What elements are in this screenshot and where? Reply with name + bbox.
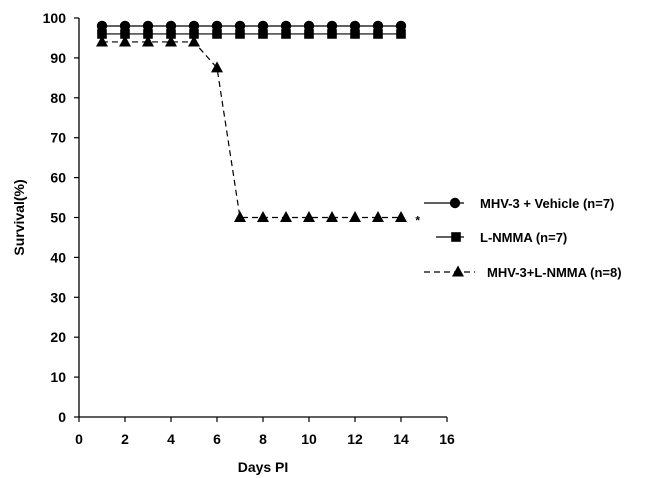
data-point [119,35,131,47]
y-tick-label: 10 [50,369,66,385]
x-tick-label: 10 [301,431,317,447]
legend-item: MHV-3 + Vehicle (n=7) [424,196,614,211]
x-axis-title: Days PI [238,459,289,475]
data-point [326,211,338,222]
data-point [120,29,130,39]
series-triangle [96,35,407,222]
data-point [97,29,107,39]
x-tick-label: 14 [393,431,409,447]
data-point [142,35,154,47]
data-point [188,35,200,47]
data-point [350,29,360,39]
x-tick-label: 8 [259,431,267,447]
data-point [189,29,199,39]
y-tick-label: 20 [50,329,66,345]
legend-item: MHV-3+L-NMMA (n=8) [424,265,622,280]
series-circle [96,20,407,32]
y-tick-label: 50 [50,210,66,226]
data-point [349,211,361,222]
annotations: * [415,214,420,228]
legend-marker [449,197,461,209]
x-tick-label: 12 [347,431,363,447]
y-tick-label: 100 [43,10,67,26]
data-point [166,29,176,39]
data-point [280,211,292,222]
data-point [258,29,268,39]
legend-label: L-NMMA (n=7) [480,230,567,245]
data-point [395,211,407,222]
data-point [257,211,269,222]
data-point [257,20,269,32]
legend: MHV-3 + Vehicle (n=7) L-NMMA (n=7) MHV-3+L… [424,196,622,280]
data-point [395,20,407,32]
y-tick-label: 60 [50,170,66,186]
data-point [303,211,315,222]
data-point [142,20,154,32]
y-tick-label: 40 [50,249,66,265]
x-tick-label: 2 [121,431,129,447]
data-point [165,35,177,47]
x-tick-label: 16 [439,431,455,447]
data-point [327,29,337,39]
data-point [234,211,246,222]
legend-label: MHV-3 + Vehicle (n=7) [480,196,614,211]
y-tick-label: 80 [50,90,66,106]
data-point [304,29,314,39]
data-point [280,20,292,32]
data-point [372,20,384,32]
data-point [211,61,223,73]
y-tick-label: 70 [50,130,66,146]
legend-label: MHV-3+L-NMMA (n=8) [487,265,622,280]
data-point [165,20,177,32]
x-tick-label: 6 [213,431,221,447]
data-point [326,20,338,32]
x-tick-label: 0 [75,431,83,447]
y-axis-ticks: 0 10 20 30 40 50 60 70 80 90 100 [43,10,79,425]
data-point [143,29,153,39]
x-tick-label: 4 [167,431,175,447]
data-point [188,20,200,32]
y-axis-title: Survival(%) [11,179,27,255]
series-line [102,41,401,219]
data-point [372,211,384,222]
data-point [96,20,108,32]
data-point [235,29,245,39]
y-tick-label: 30 [50,289,66,305]
legend-marker [452,265,464,277]
y-tick-label: 90 [50,50,66,66]
series-layer [96,20,407,222]
data-point [349,20,361,32]
data-point [211,20,223,32]
legend-item: L-NMMA (n=7) [436,230,567,245]
data-point [119,20,131,32]
legend-marker [451,232,461,242]
data-point [234,20,246,32]
data-point [396,29,406,39]
significance-marker: * [415,214,420,228]
data-point [281,29,291,39]
data-point [303,20,315,32]
data-point [96,35,108,47]
data-point [212,29,222,39]
data-point [373,29,383,39]
x-axis-ticks: 0 2 4 6 8 10 12 14 16 [75,417,455,447]
series-square [97,29,406,39]
y-tick-label: 0 [58,409,66,425]
